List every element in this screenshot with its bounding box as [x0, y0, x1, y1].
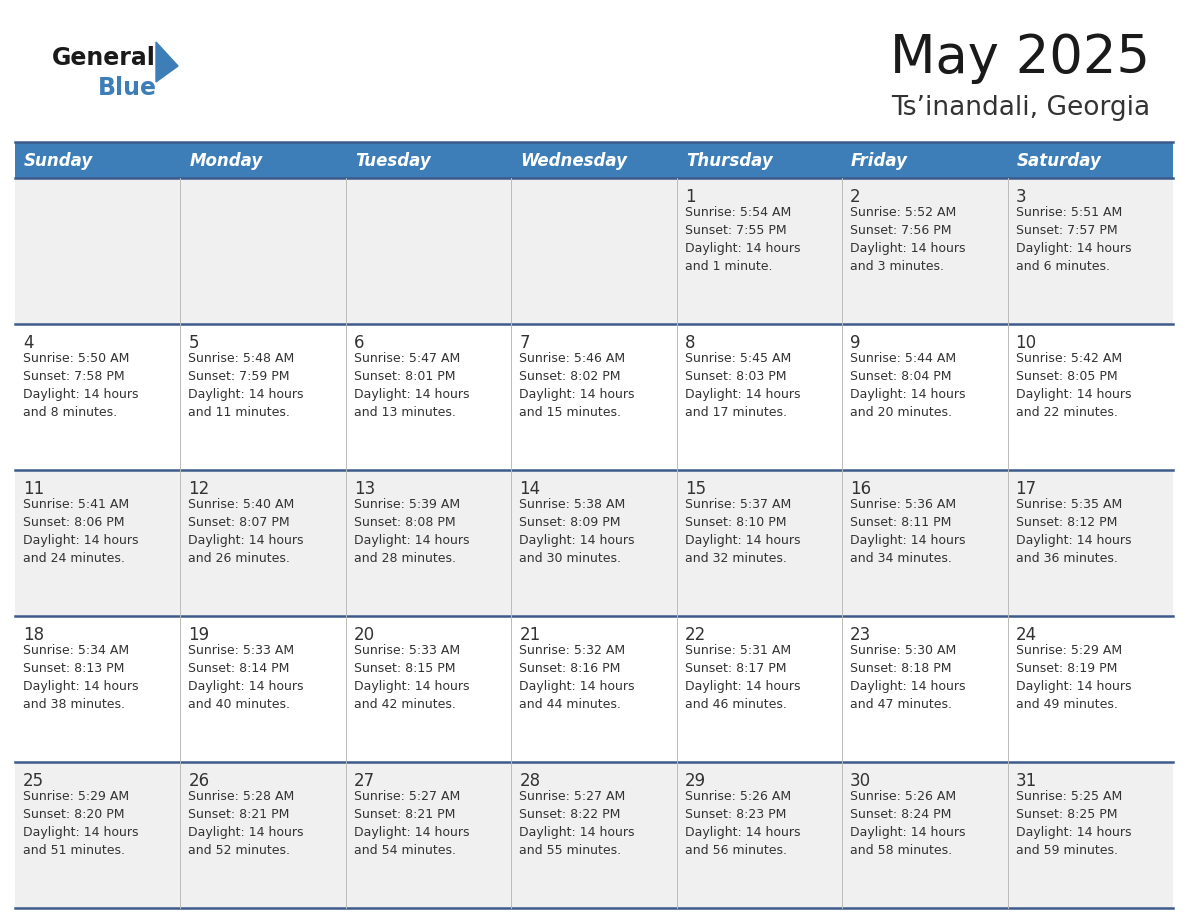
- Text: Sunrise: 5:32 AM
Sunset: 8:16 PM
Daylight: 14 hours
and 44 minutes.: Sunrise: 5:32 AM Sunset: 8:16 PM Dayligh…: [519, 644, 634, 711]
- Text: Sunrise: 5:51 AM
Sunset: 7:57 PM
Daylight: 14 hours
and 6 minutes.: Sunrise: 5:51 AM Sunset: 7:57 PM Dayligh…: [1016, 206, 1131, 273]
- Text: Tuesday: Tuesday: [355, 152, 430, 170]
- Text: Sunrise: 5:31 AM
Sunset: 8:17 PM
Daylight: 14 hours
and 46 minutes.: Sunrise: 5:31 AM Sunset: 8:17 PM Dayligh…: [684, 644, 801, 711]
- Text: Sunrise: 5:41 AM
Sunset: 8:06 PM
Daylight: 14 hours
and 24 minutes.: Sunrise: 5:41 AM Sunset: 8:06 PM Dayligh…: [23, 498, 139, 565]
- Text: 12: 12: [189, 480, 209, 498]
- Text: 19: 19: [189, 626, 209, 644]
- Text: Monday: Monday: [189, 152, 263, 170]
- Text: Thursday: Thursday: [685, 152, 772, 170]
- Text: General: General: [52, 46, 156, 70]
- Text: Sunrise: 5:45 AM
Sunset: 8:03 PM
Daylight: 14 hours
and 17 minutes.: Sunrise: 5:45 AM Sunset: 8:03 PM Dayligh…: [684, 352, 801, 419]
- Text: Sunrise: 5:39 AM
Sunset: 8:08 PM
Daylight: 14 hours
and 28 minutes.: Sunrise: 5:39 AM Sunset: 8:08 PM Dayligh…: [354, 498, 469, 565]
- Bar: [15, 142, 1173, 178]
- Text: Sunday: Sunday: [24, 152, 93, 170]
- Text: Sunrise: 5:47 AM
Sunset: 8:01 PM
Daylight: 14 hours
and 13 minutes.: Sunrise: 5:47 AM Sunset: 8:01 PM Dayligh…: [354, 352, 469, 419]
- Text: Sunrise: 5:30 AM
Sunset: 8:18 PM
Daylight: 14 hours
and 47 minutes.: Sunrise: 5:30 AM Sunset: 8:18 PM Dayligh…: [851, 644, 966, 711]
- Text: 10: 10: [1016, 334, 1037, 352]
- Text: Sunrise: 5:37 AM
Sunset: 8:10 PM
Daylight: 14 hours
and 32 minutes.: Sunrise: 5:37 AM Sunset: 8:10 PM Dayligh…: [684, 498, 801, 565]
- Text: May 2025: May 2025: [890, 32, 1150, 84]
- Text: 29: 29: [684, 772, 706, 790]
- Text: 27: 27: [354, 772, 375, 790]
- Text: Sunrise: 5:54 AM
Sunset: 7:55 PM
Daylight: 14 hours
and 1 minute.: Sunrise: 5:54 AM Sunset: 7:55 PM Dayligh…: [684, 206, 801, 273]
- Polygon shape: [156, 42, 178, 82]
- Text: Sunrise: 5:48 AM
Sunset: 7:59 PM
Daylight: 14 hours
and 11 minutes.: Sunrise: 5:48 AM Sunset: 7:59 PM Dayligh…: [189, 352, 304, 419]
- Text: 31: 31: [1016, 772, 1037, 790]
- Text: 11: 11: [23, 480, 44, 498]
- Bar: [15, 178, 1173, 324]
- Text: 23: 23: [851, 626, 871, 644]
- Text: Sunrise: 5:25 AM
Sunset: 8:25 PM
Daylight: 14 hours
and 59 minutes.: Sunrise: 5:25 AM Sunset: 8:25 PM Dayligh…: [1016, 790, 1131, 857]
- Text: 22: 22: [684, 626, 706, 644]
- Bar: [15, 616, 1173, 762]
- Text: Sunrise: 5:27 AM
Sunset: 8:21 PM
Daylight: 14 hours
and 54 minutes.: Sunrise: 5:27 AM Sunset: 8:21 PM Dayligh…: [354, 790, 469, 857]
- Text: 28: 28: [519, 772, 541, 790]
- Text: 4: 4: [23, 334, 33, 352]
- Text: Sunrise: 5:36 AM
Sunset: 8:11 PM
Daylight: 14 hours
and 34 minutes.: Sunrise: 5:36 AM Sunset: 8:11 PM Dayligh…: [851, 498, 966, 565]
- Text: 2: 2: [851, 188, 861, 206]
- Text: Sunrise: 5:50 AM
Sunset: 7:58 PM
Daylight: 14 hours
and 8 minutes.: Sunrise: 5:50 AM Sunset: 7:58 PM Dayligh…: [23, 352, 139, 419]
- Text: 3: 3: [1016, 188, 1026, 206]
- Text: Sunrise: 5:40 AM
Sunset: 8:07 PM
Daylight: 14 hours
and 26 minutes.: Sunrise: 5:40 AM Sunset: 8:07 PM Dayligh…: [189, 498, 304, 565]
- Text: 30: 30: [851, 772, 871, 790]
- Text: Sunrise: 5:34 AM
Sunset: 8:13 PM
Daylight: 14 hours
and 38 minutes.: Sunrise: 5:34 AM Sunset: 8:13 PM Dayligh…: [23, 644, 139, 711]
- Text: Sunrise: 5:29 AM
Sunset: 8:19 PM
Daylight: 14 hours
and 49 minutes.: Sunrise: 5:29 AM Sunset: 8:19 PM Dayligh…: [1016, 644, 1131, 711]
- Text: Sunrise: 5:33 AM
Sunset: 8:14 PM
Daylight: 14 hours
and 40 minutes.: Sunrise: 5:33 AM Sunset: 8:14 PM Dayligh…: [189, 644, 304, 711]
- Text: 7: 7: [519, 334, 530, 352]
- Text: Sunrise: 5:26 AM
Sunset: 8:23 PM
Daylight: 14 hours
and 56 minutes.: Sunrise: 5:26 AM Sunset: 8:23 PM Dayligh…: [684, 790, 801, 857]
- Text: 8: 8: [684, 334, 695, 352]
- Text: Sunrise: 5:26 AM
Sunset: 8:24 PM
Daylight: 14 hours
and 58 minutes.: Sunrise: 5:26 AM Sunset: 8:24 PM Dayligh…: [851, 790, 966, 857]
- Text: Sunrise: 5:38 AM
Sunset: 8:09 PM
Daylight: 14 hours
and 30 minutes.: Sunrise: 5:38 AM Sunset: 8:09 PM Dayligh…: [519, 498, 634, 565]
- Text: 5: 5: [189, 334, 198, 352]
- Text: Sunrise: 5:28 AM
Sunset: 8:21 PM
Daylight: 14 hours
and 52 minutes.: Sunrise: 5:28 AM Sunset: 8:21 PM Dayligh…: [189, 790, 304, 857]
- Text: Saturday: Saturday: [1017, 152, 1101, 170]
- Text: Sunrise: 5:33 AM
Sunset: 8:15 PM
Daylight: 14 hours
and 42 minutes.: Sunrise: 5:33 AM Sunset: 8:15 PM Dayligh…: [354, 644, 469, 711]
- Text: Wednesday: Wednesday: [520, 152, 627, 170]
- Bar: [15, 470, 1173, 616]
- Text: 18: 18: [23, 626, 44, 644]
- Text: 17: 17: [1016, 480, 1037, 498]
- Text: 24: 24: [1016, 626, 1037, 644]
- Text: 25: 25: [23, 772, 44, 790]
- Text: Sunrise: 5:29 AM
Sunset: 8:20 PM
Daylight: 14 hours
and 51 minutes.: Sunrise: 5:29 AM Sunset: 8:20 PM Dayligh…: [23, 790, 139, 857]
- Text: 26: 26: [189, 772, 209, 790]
- Text: 21: 21: [519, 626, 541, 644]
- Bar: [15, 762, 1173, 908]
- Text: 16: 16: [851, 480, 871, 498]
- Text: 9: 9: [851, 334, 860, 352]
- Text: Sunrise: 5:44 AM
Sunset: 8:04 PM
Daylight: 14 hours
and 20 minutes.: Sunrise: 5:44 AM Sunset: 8:04 PM Dayligh…: [851, 352, 966, 419]
- Text: 1: 1: [684, 188, 695, 206]
- Text: 15: 15: [684, 480, 706, 498]
- Text: Sunrise: 5:35 AM
Sunset: 8:12 PM
Daylight: 14 hours
and 36 minutes.: Sunrise: 5:35 AM Sunset: 8:12 PM Dayligh…: [1016, 498, 1131, 565]
- Bar: [15, 324, 1173, 470]
- Text: 20: 20: [354, 626, 375, 644]
- Text: Sunrise: 5:42 AM
Sunset: 8:05 PM
Daylight: 14 hours
and 22 minutes.: Sunrise: 5:42 AM Sunset: 8:05 PM Dayligh…: [1016, 352, 1131, 419]
- Text: 6: 6: [354, 334, 365, 352]
- Text: Sunrise: 5:46 AM
Sunset: 8:02 PM
Daylight: 14 hours
and 15 minutes.: Sunrise: 5:46 AM Sunset: 8:02 PM Dayligh…: [519, 352, 634, 419]
- Text: Blue: Blue: [97, 76, 157, 100]
- Text: Sunrise: 5:52 AM
Sunset: 7:56 PM
Daylight: 14 hours
and 3 minutes.: Sunrise: 5:52 AM Sunset: 7:56 PM Dayligh…: [851, 206, 966, 273]
- Text: Ts’inandali, Georgia: Ts’inandali, Georgia: [891, 95, 1150, 121]
- Text: Friday: Friday: [851, 152, 908, 170]
- Text: 14: 14: [519, 480, 541, 498]
- Text: Sunrise: 5:27 AM
Sunset: 8:22 PM
Daylight: 14 hours
and 55 minutes.: Sunrise: 5:27 AM Sunset: 8:22 PM Dayligh…: [519, 790, 634, 857]
- Text: 13: 13: [354, 480, 375, 498]
